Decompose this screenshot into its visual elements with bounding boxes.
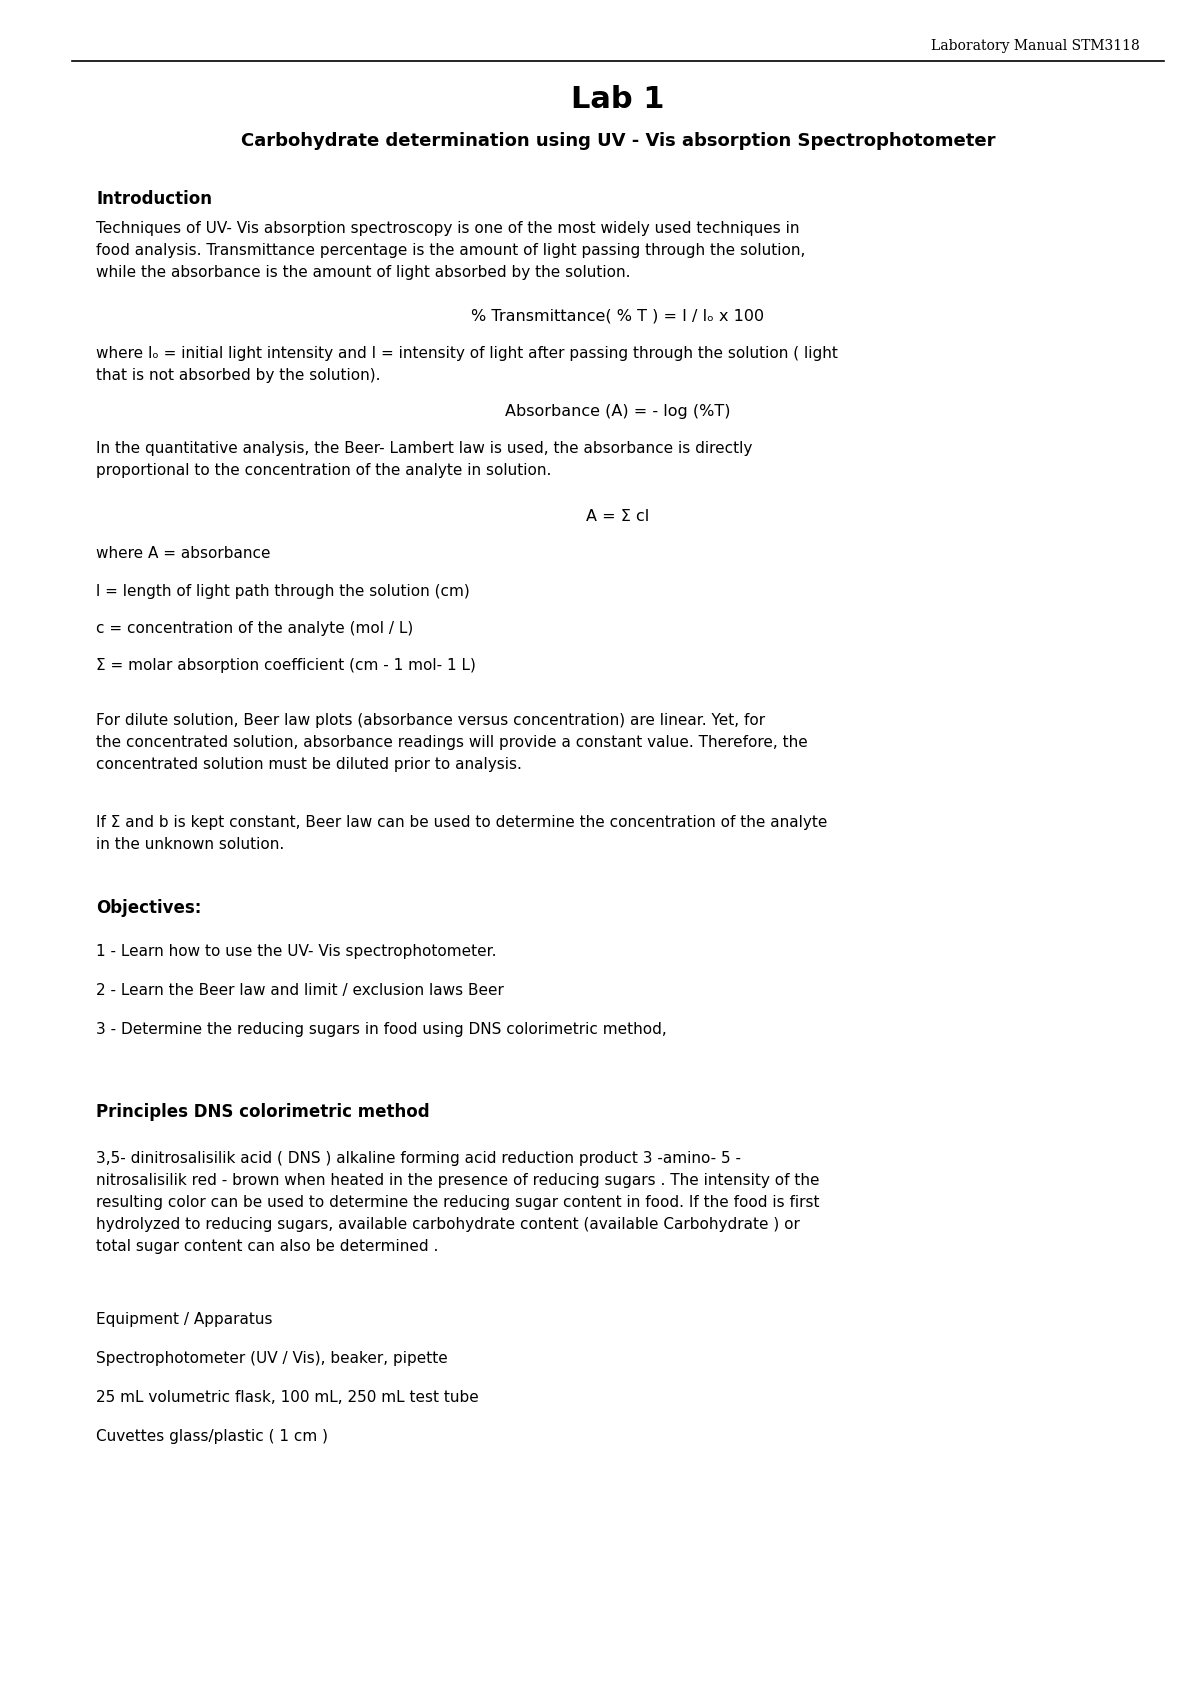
Text: c = concentration of the analyte (mol / L): c = concentration of the analyte (mol / … — [96, 621, 413, 636]
Text: 2 - Learn the Beer law and limit / exclusion laws Beer: 2 - Learn the Beer law and limit / exclu… — [96, 983, 504, 998]
Text: Laboratory Manual STM3118: Laboratory Manual STM3118 — [931, 39, 1140, 53]
Text: For dilute solution, Beer law plots (absorbance versus concentration) are linear: For dilute solution, Beer law plots (abs… — [96, 713, 808, 772]
Text: Carbohydrate determination using UV - Vis absorption Spectrophotometer: Carbohydrate determination using UV - Vi… — [241, 132, 995, 151]
Text: 25 mL volumetric flask, 100 mL, 250 mL test tube: 25 mL volumetric flask, 100 mL, 250 mL t… — [96, 1390, 479, 1405]
Text: Lab 1: Lab 1 — [571, 85, 665, 114]
Text: 3,5- dinitrosalisilik acid ( DNS ) alkaline forming acid reduction product 3 -am: 3,5- dinitrosalisilik acid ( DNS ) alkal… — [96, 1151, 820, 1254]
Text: In the quantitative analysis, the Beer- Lambert law is used, the absorbance is d: In the quantitative analysis, the Beer- … — [96, 441, 752, 479]
Text: A = Σ cl: A = Σ cl — [587, 509, 649, 524]
Text: Introduction: Introduction — [96, 190, 212, 209]
Text: % Transmittance( % T ) = I / Iₒ x 100: % Transmittance( % T ) = I / Iₒ x 100 — [472, 309, 764, 324]
Text: If Σ and b is kept constant, Beer law can be used to determine the concentration: If Σ and b is kept constant, Beer law ca… — [96, 815, 827, 852]
Text: l = length of light path through the solution (cm): l = length of light path through the sol… — [96, 584, 469, 599]
Text: Σ = molar absorption coefficient (cm - 1 mol- 1 L): Σ = molar absorption coefficient (cm - 1… — [96, 658, 476, 674]
Text: 1 - Learn how to use the UV- Vis spectrophotometer.: 1 - Learn how to use the UV- Vis spectro… — [96, 944, 497, 959]
Text: where Iₒ = initial light intensity and I = intensity of light after passing thro: where Iₒ = initial light intensity and I… — [96, 346, 838, 384]
Text: 3 - Determine the reducing sugars in food using DNS colorimetric method,: 3 - Determine the reducing sugars in foo… — [96, 1022, 667, 1037]
Text: Equipment / Apparatus: Equipment / Apparatus — [96, 1312, 272, 1327]
Text: Objectives:: Objectives: — [96, 899, 202, 918]
Text: Absorbance (A) = - log (%T): Absorbance (A) = - log (%T) — [505, 404, 731, 419]
Text: Principles DNS colorimetric method: Principles DNS colorimetric method — [96, 1103, 430, 1122]
Text: Cuvettes glass/plastic ( 1 cm ): Cuvettes glass/plastic ( 1 cm ) — [96, 1429, 328, 1444]
Text: Spectrophotometer (UV / Vis), beaker, pipette: Spectrophotometer (UV / Vis), beaker, pi… — [96, 1351, 448, 1366]
Text: Techniques of UV- Vis absorption spectroscopy is one of the most widely used tec: Techniques of UV- Vis absorption spectro… — [96, 221, 805, 280]
Text: where A = absorbance: where A = absorbance — [96, 546, 270, 562]
